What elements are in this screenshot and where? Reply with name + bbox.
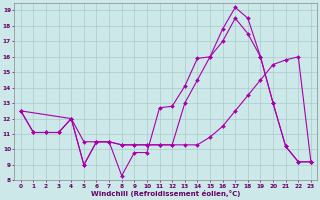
X-axis label: Windchill (Refroidissement éolien,°C): Windchill (Refroidissement éolien,°C) xyxy=(91,190,241,197)
